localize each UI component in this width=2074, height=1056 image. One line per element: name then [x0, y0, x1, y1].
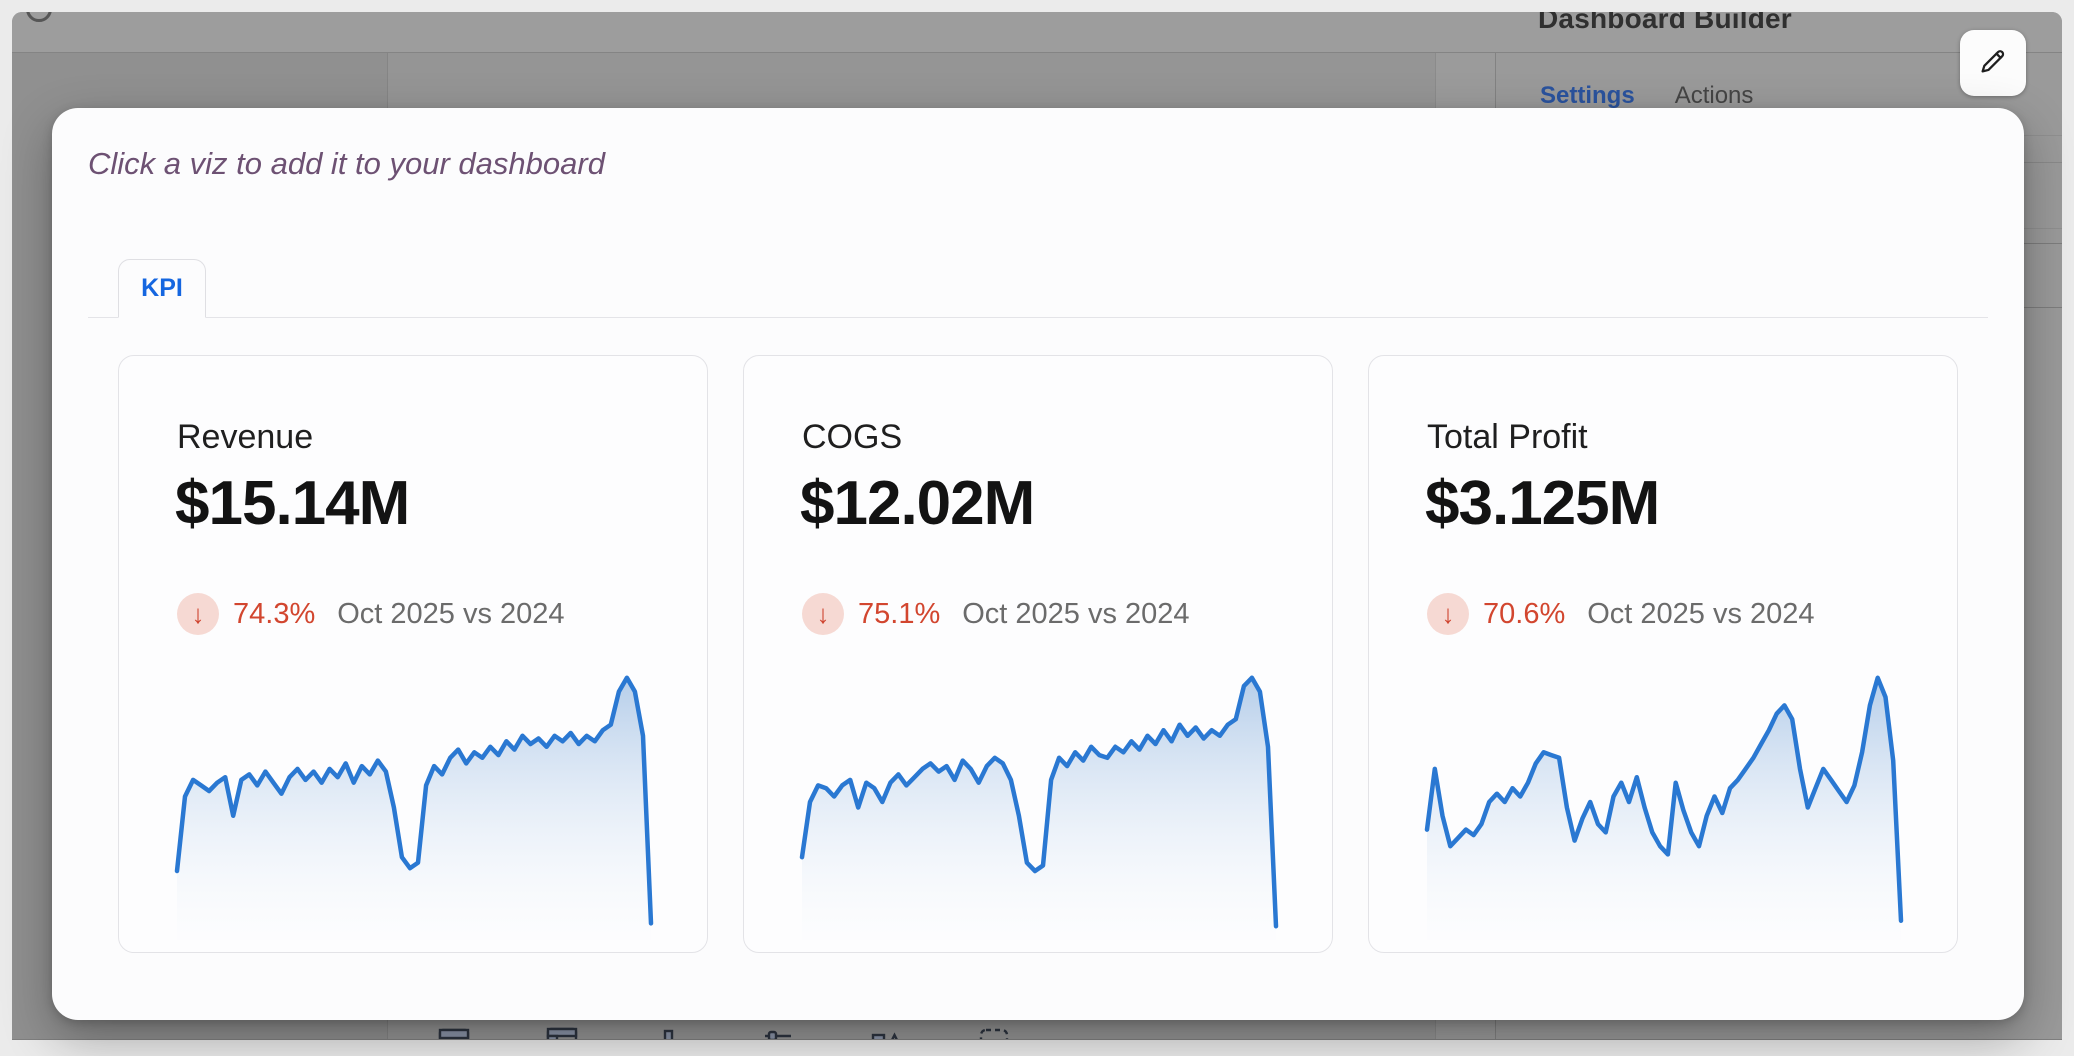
slider-icon[interactable] — [760, 1023, 796, 1039]
tab-settings[interactable]: Settings — [1540, 82, 1635, 109]
change-percent: 75.1% — [858, 597, 941, 630]
add-viz-modal: Click a viz to add it to your dashboard … — [52, 108, 2024, 1020]
pencil-icon — [1977, 45, 2009, 82]
tab-actions[interactable]: Actions — [1674, 82, 1754, 109]
bar-chart-icon[interactable] — [652, 1023, 688, 1039]
viz-tabbar: KPI — [88, 259, 1988, 318]
change-period: Oct 2025 vs 2024 — [337, 597, 565, 630]
change-percent: 74.3% — [233, 597, 316, 630]
tab-kpi[interactable]: KPI — [118, 259, 206, 318]
avatar-icon — [26, 12, 52, 22]
kpi-change-row: ↓ 74.3% Oct 2025 vs 2024 — [177, 592, 565, 636]
edit-button[interactable] — [1960, 30, 2026, 96]
change-period: Oct 2025 vs 2024 — [962, 597, 1190, 630]
viz-toolbar — [436, 1023, 1012, 1039]
panel-title: Dashboard Builder — [1538, 12, 1792, 34]
change-badge: ↓ — [177, 593, 219, 635]
change-period: Oct 2025 vs 2024 — [1587, 597, 1815, 630]
sparkline-chart — [1424, 664, 1904, 940]
modal-heading: Click a viz to add it to your dashboard — [88, 146, 605, 181]
kpi-change-row: ↓ 75.1% Oct 2025 vs 2024 — [802, 592, 1190, 636]
change-percent: 70.6% — [1483, 597, 1566, 630]
change-badge: ↓ — [802, 593, 844, 635]
app-topbar: Dashboard Builder — [12, 12, 2062, 53]
shapes-icon[interactable] — [868, 1023, 904, 1039]
kpi-value: $12.02M — [800, 469, 1035, 538]
sparkline-chart — [174, 664, 654, 940]
panel-tabs: Settings Actions — [1540, 82, 1753, 110]
kpi-cards-row: Revenue $15.14M ↓ 74.3% Oct 2025 vs 2024 — [118, 355, 1958, 953]
table-icon[interactable] — [436, 1023, 472, 1039]
pivot-table-icon[interactable] — [544, 1023, 580, 1039]
kpi-title: COGS — [802, 418, 903, 456]
arrow-down-icon: ↓ — [191, 599, 205, 629]
kpi-title: Revenue — [177, 418, 314, 456]
kpi-value: $3.125M — [1425, 469, 1660, 538]
kpi-title: Total Profit — [1427, 418, 1588, 456]
change-badge: ↓ — [1427, 593, 1469, 635]
arrow-down-icon: ↓ — [816, 599, 830, 629]
kpi-card-cogs[interactable]: COGS $12.02M ↓ 75.1% Oct 2025 vs 2024 — [743, 355, 1333, 953]
arrow-down-icon: ↓ — [1441, 599, 1455, 629]
kpi-card-revenue[interactable]: Revenue $15.14M ↓ 74.3% Oct 2025 vs 2024 — [118, 355, 708, 953]
kpi-card-total-profit[interactable]: Total Profit $3.125M ↓ 70.6% Oct 2025 vs… — [1368, 355, 1958, 953]
tab-kpi-label: KPI — [141, 274, 183, 302]
kpi-value: $15.14M — [175, 469, 410, 538]
sparkline-chart — [799, 664, 1279, 940]
kpi-change-row: ↓ 70.6% Oct 2025 vs 2024 — [1427, 592, 1815, 636]
container-icon[interactable] — [976, 1023, 1012, 1039]
